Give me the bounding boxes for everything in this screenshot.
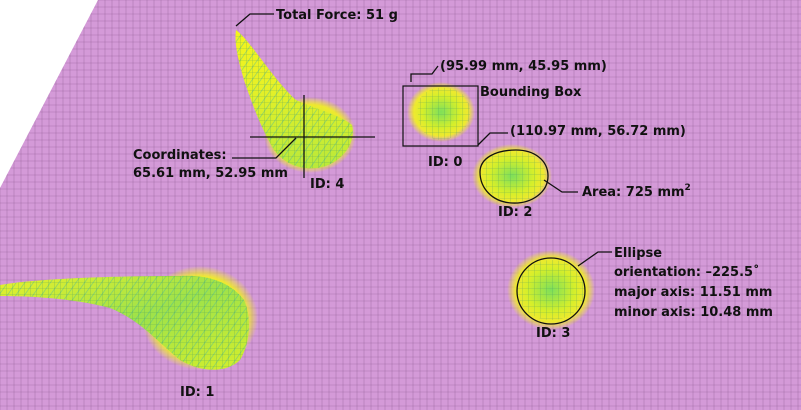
coordinates-value-label: 65.61 mm, 52.95 mm	[133, 166, 288, 181]
blob-1	[0, 266, 258, 370]
leader-lines	[232, 13, 612, 267]
ellipse-title-label: Ellipse	[614, 246, 662, 261]
blob-3	[507, 250, 595, 330]
blob-id-label-3: ID: 3	[536, 326, 570, 341]
bbox-top-left-label: (95.99 mm, 45.95 mm)	[440, 59, 607, 74]
blob-id-label-1: ID: 1	[180, 385, 214, 400]
bbox-title-label: Bounding Box	[480, 85, 582, 100]
blob-0	[407, 82, 475, 142]
ellipse-major-axis-label: major axis: 11.51 mm	[614, 285, 772, 300]
crosshair-icon	[250, 95, 375, 178]
area-label-text: Area: 725 mm	[582, 185, 685, 200]
ellipse-minor-axis-label: minor axis: 10.48 mm	[614, 305, 773, 320]
coordinates-title-label: Coordinates:	[133, 148, 227, 163]
blob-id-label-4: ID: 4	[310, 177, 344, 192]
bounding-box-outline	[402, 85, 479, 147]
blob-2	[472, 144, 552, 208]
bbox-bottom-right-label: (110.97 mm, 56.72 mm)	[510, 124, 686, 139]
area-label-superscript: 2	[685, 183, 691, 193]
blob-id-label-2: ID: 2	[498, 205, 532, 220]
blob-id-label-0: ID: 0	[428, 155, 462, 170]
area-label: Area: 725 mm2	[582, 183, 691, 200]
total-force-label: Total Force: 51 g	[276, 8, 398, 23]
ellipse-fit-outline	[516, 257, 586, 325]
blob-4	[235, 30, 356, 173]
ellipse-orientation-label: orientation: –225.5˚	[614, 264, 760, 280]
